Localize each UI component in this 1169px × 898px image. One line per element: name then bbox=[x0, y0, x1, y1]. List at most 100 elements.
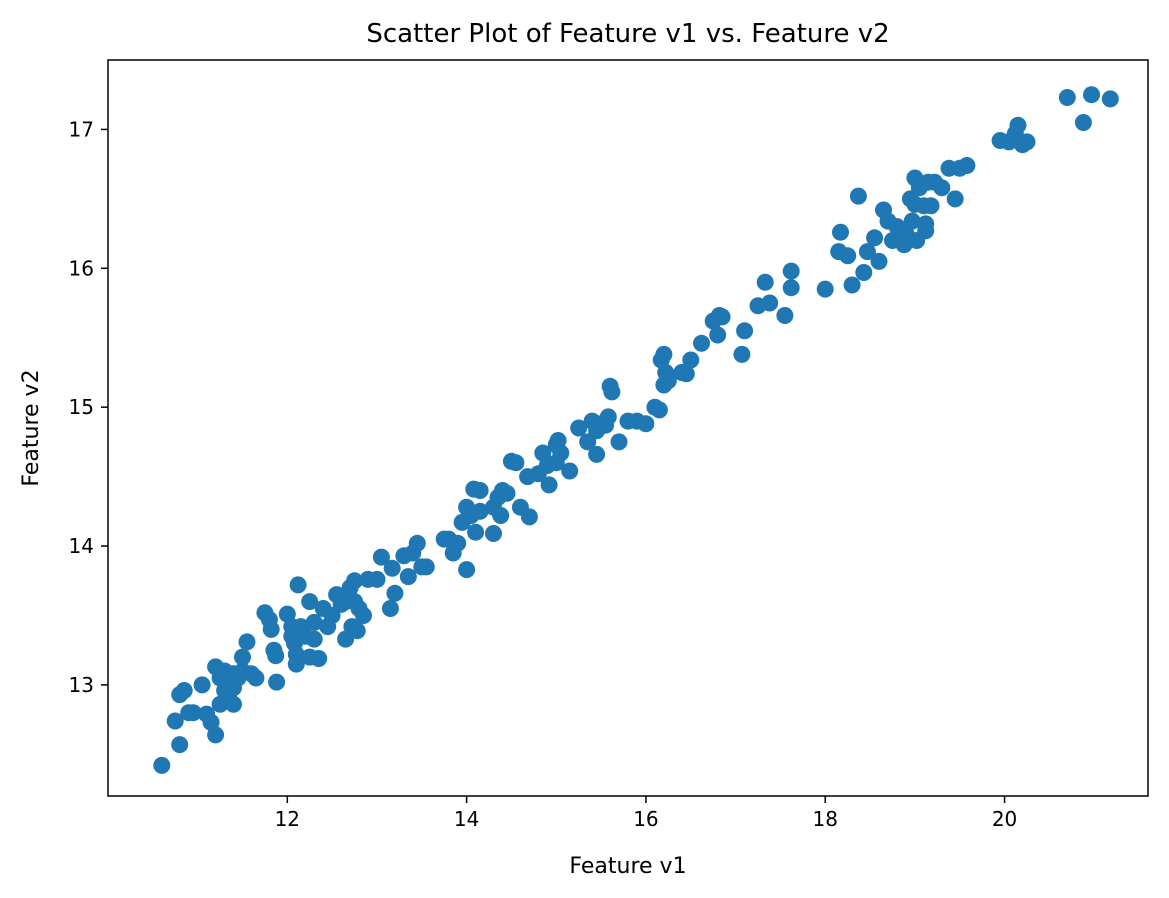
data-point bbox=[383, 559, 401, 577]
data-point bbox=[946, 190, 964, 208]
data-point bbox=[449, 534, 467, 552]
data-point bbox=[225, 695, 242, 713]
data-point bbox=[849, 187, 867, 205]
data-point bbox=[458, 561, 476, 579]
data-point bbox=[471, 482, 489, 499]
data-point bbox=[381, 600, 399, 617]
y-tick-label: 14 bbox=[69, 534, 94, 558]
data-point bbox=[1058, 89, 1076, 106]
x-tick-label: 14 bbox=[454, 807, 479, 831]
data-point bbox=[268, 673, 286, 691]
data-point bbox=[417, 558, 435, 576]
data-point bbox=[736, 322, 754, 340]
data-point bbox=[843, 276, 861, 294]
data-point bbox=[166, 712, 184, 730]
data-point bbox=[713, 308, 731, 326]
data-point bbox=[756, 273, 774, 291]
data-point bbox=[958, 157, 976, 174]
y-axis-ticks: 13 14 15 16 17 bbox=[69, 117, 108, 697]
data-point bbox=[776, 307, 794, 324]
data-point bbox=[348, 622, 366, 640]
data-point bbox=[866, 229, 884, 247]
data-point bbox=[650, 401, 668, 419]
data-point bbox=[677, 365, 695, 383]
data-point bbox=[870, 252, 888, 270]
data-point bbox=[175, 682, 193, 699]
data-point bbox=[234, 648, 251, 666]
data-point bbox=[1083, 86, 1100, 104]
data-point bbox=[346, 572, 364, 590]
data-point bbox=[153, 756, 171, 774]
data-points bbox=[153, 86, 1119, 774]
data-point bbox=[1009, 116, 1027, 134]
data-point bbox=[498, 484, 516, 502]
data-point bbox=[922, 197, 940, 215]
data-point bbox=[733, 345, 751, 363]
data-point bbox=[682, 351, 700, 369]
data-point bbox=[193, 676, 211, 694]
data-point bbox=[368, 570, 386, 588]
data-point bbox=[855, 264, 873, 281]
data-point bbox=[507, 454, 525, 472]
y-tick-label: 16 bbox=[69, 256, 94, 280]
data-point bbox=[305, 630, 323, 648]
data-point bbox=[917, 222, 935, 240]
data-point bbox=[471, 502, 489, 520]
data-point bbox=[603, 383, 621, 401]
x-tick-label: 16 bbox=[633, 807, 658, 831]
data-point bbox=[637, 415, 655, 433]
data-point bbox=[238, 633, 256, 651]
data-point bbox=[761, 294, 779, 312]
data-point bbox=[552, 444, 570, 462]
x-tick-label: 20 bbox=[992, 807, 1017, 831]
data-point bbox=[540, 476, 558, 494]
x-axis-ticks: 12 14 16 18 20 bbox=[275, 796, 1017, 831]
data-point bbox=[372, 548, 390, 566]
y-tick-label: 15 bbox=[69, 395, 94, 419]
data-point bbox=[655, 345, 673, 363]
data-point bbox=[520, 508, 538, 526]
data-point bbox=[1074, 114, 1092, 131]
data-point bbox=[399, 568, 417, 586]
data-point bbox=[310, 650, 328, 667]
x-tick-label: 12 bbox=[275, 807, 300, 831]
data-point bbox=[305, 613, 323, 631]
data-point bbox=[832, 223, 849, 241]
data-point bbox=[903, 212, 921, 230]
data-point bbox=[933, 179, 951, 197]
data-point bbox=[839, 247, 857, 265]
x-tick-label: 18 bbox=[813, 807, 838, 831]
data-point bbox=[408, 534, 426, 552]
data-point bbox=[561, 462, 579, 480]
data-point bbox=[485, 525, 502, 542]
data-point bbox=[709, 326, 727, 344]
chart-title: Scatter Plot of Feature v1 vs. Feature v… bbox=[366, 19, 889, 49]
data-point bbox=[1101, 90, 1119, 108]
data-point bbox=[570, 419, 588, 437]
data-point bbox=[287, 655, 305, 673]
data-point bbox=[659, 372, 677, 390]
plot-frame bbox=[107, 59, 1149, 797]
y-tick-label: 17 bbox=[69, 117, 94, 141]
data-point bbox=[610, 433, 628, 451]
data-point bbox=[355, 607, 372, 624]
data-point bbox=[289, 576, 307, 594]
y-tick-label: 13 bbox=[69, 673, 94, 697]
data-point bbox=[782, 279, 800, 297]
data-point bbox=[267, 647, 285, 665]
data-point bbox=[301, 593, 319, 611]
data-point bbox=[247, 669, 265, 687]
data-point bbox=[492, 507, 510, 524]
data-point bbox=[1018, 133, 1036, 151]
data-point bbox=[184, 704, 202, 722]
data-point bbox=[588, 445, 606, 463]
data-point bbox=[467, 523, 485, 541]
y-axis-label: Feature v2 bbox=[19, 369, 44, 486]
data-point bbox=[262, 620, 280, 638]
data-point bbox=[816, 280, 834, 298]
data-point bbox=[386, 584, 404, 602]
data-point bbox=[858, 243, 876, 261]
data-point bbox=[693, 334, 710, 352]
data-point bbox=[782, 262, 800, 280]
